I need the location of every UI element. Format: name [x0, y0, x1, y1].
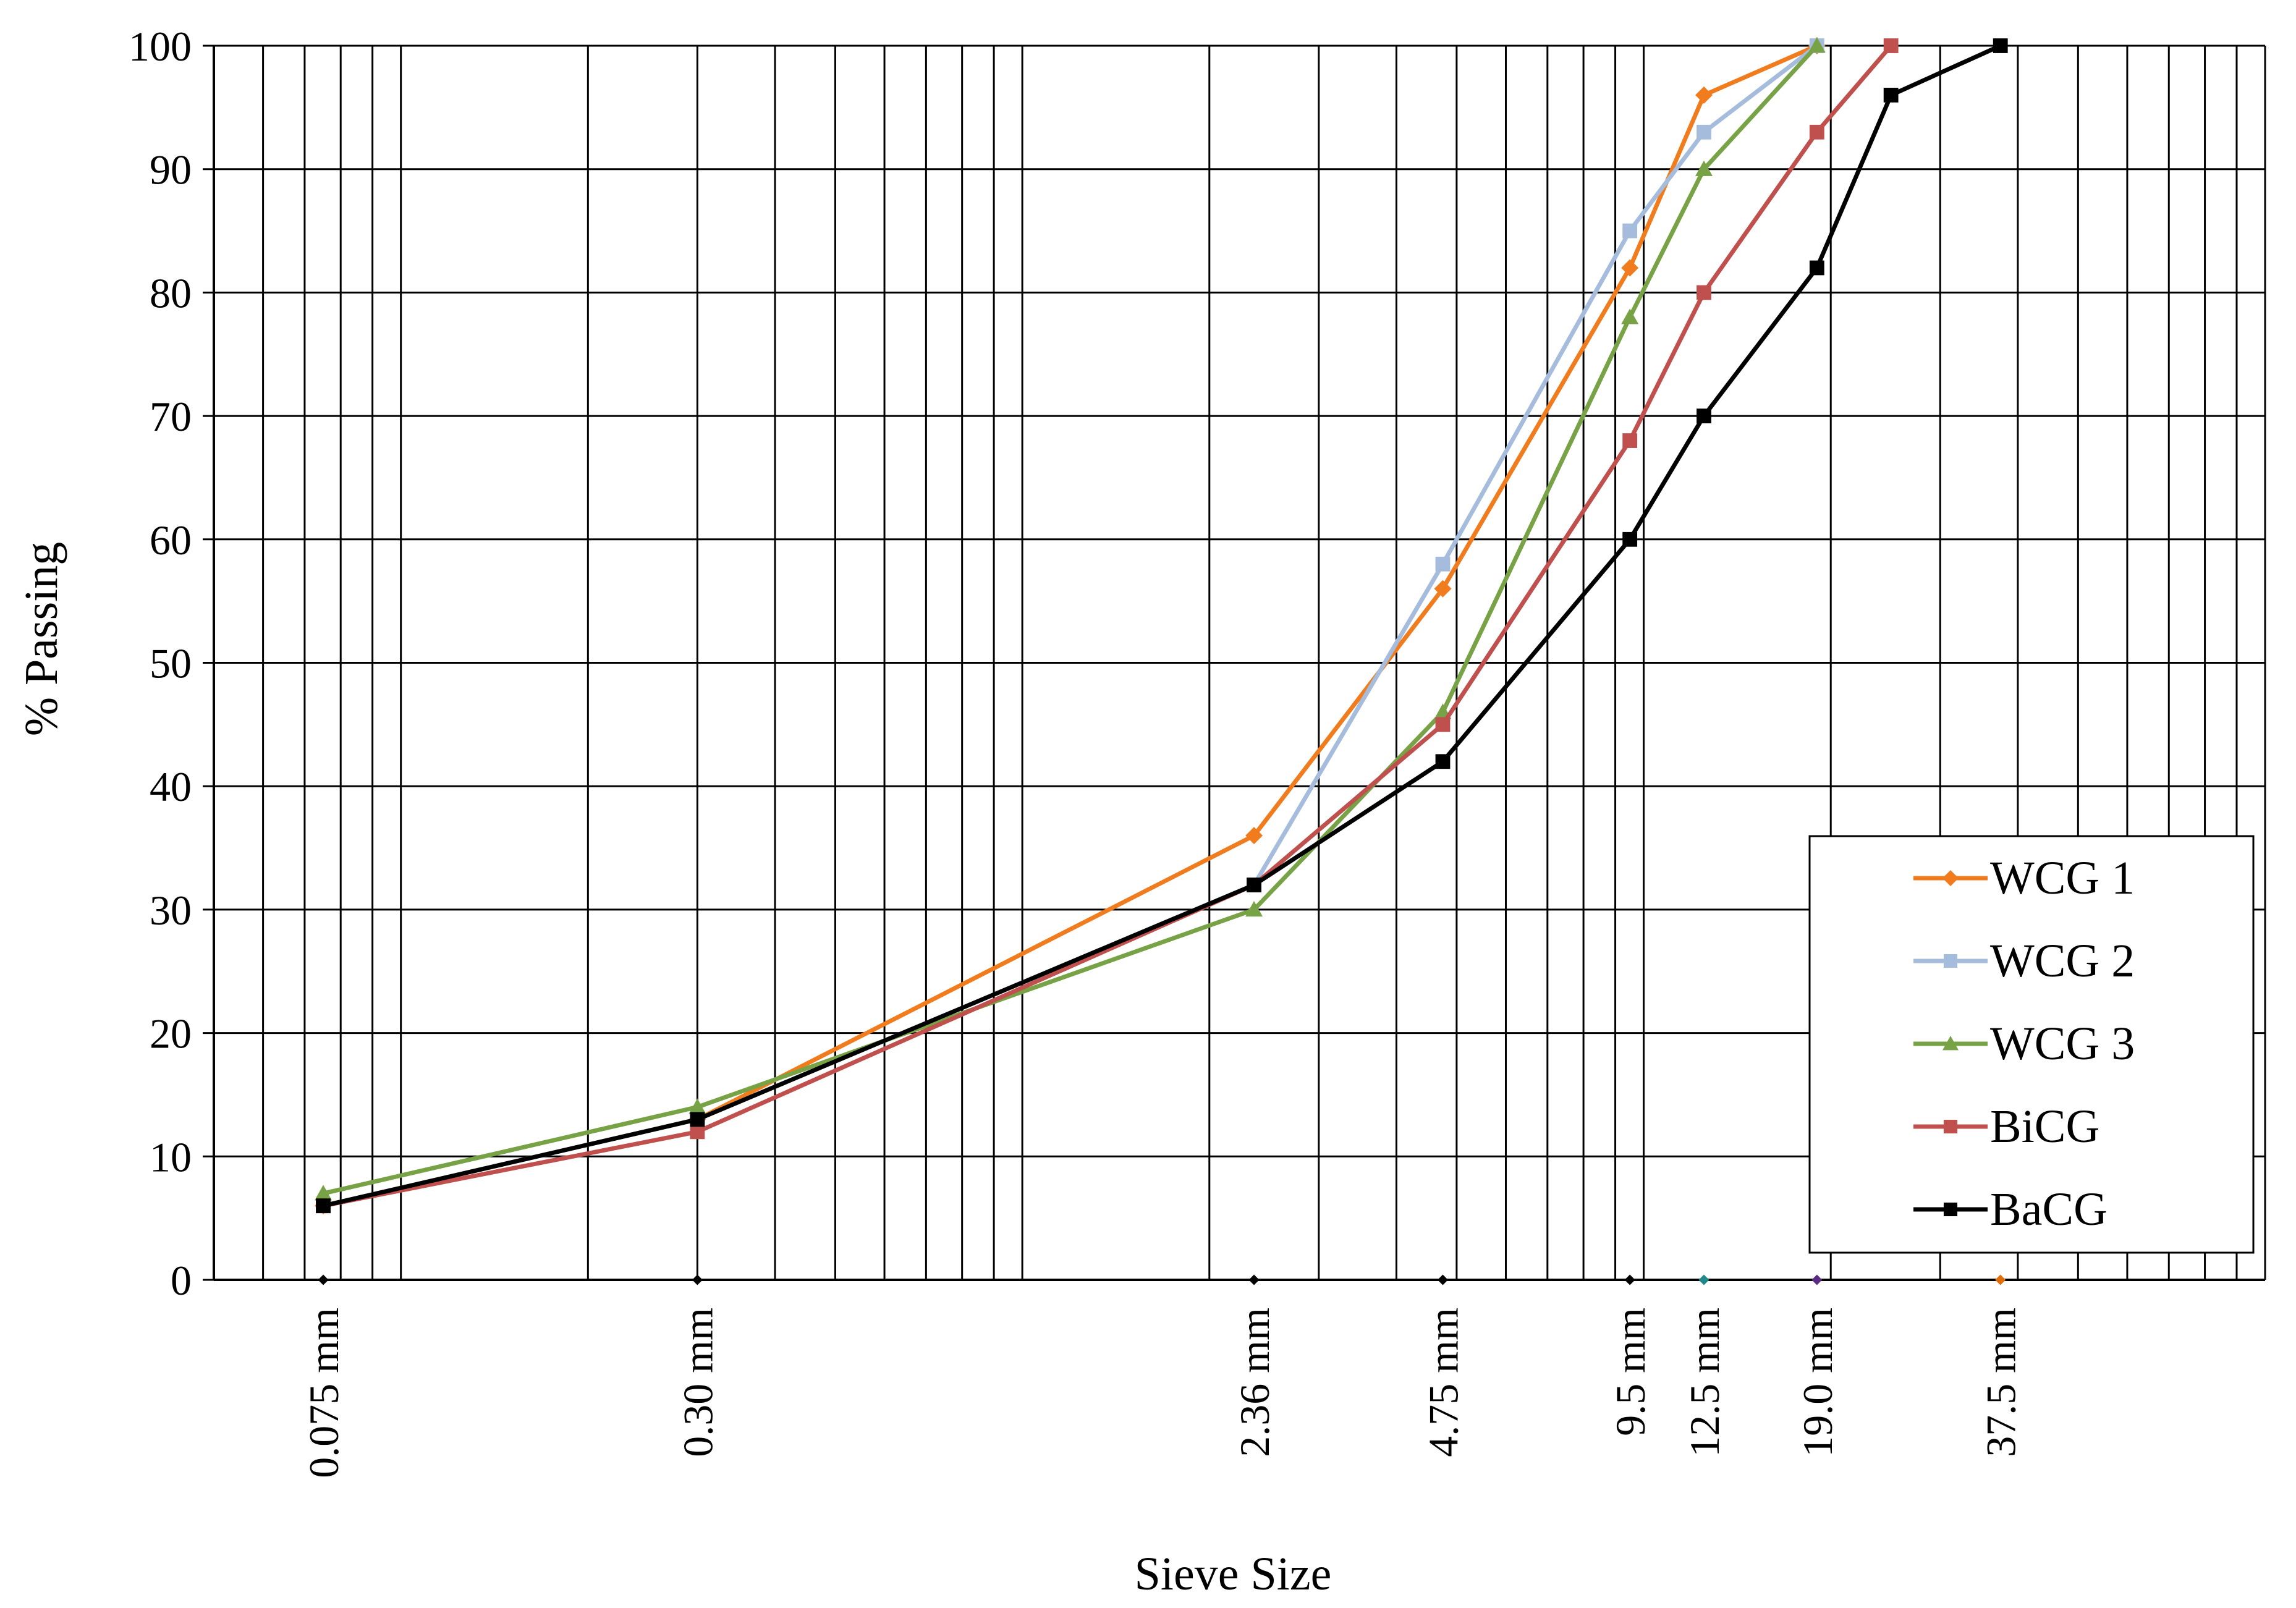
- data-point: [690, 1112, 705, 1127]
- data-point: [1697, 124, 1711, 140]
- y-tick-label: 20: [150, 1010, 192, 1057]
- y-tick-label: 80: [150, 269, 192, 316]
- data-point: [1435, 717, 1451, 732]
- data-point: [1942, 870, 1959, 886]
- data-point: [315, 1185, 333, 1201]
- legend-label: WCG 1: [1990, 852, 2135, 904]
- y-tick-label: 30: [150, 887, 192, 934]
- series-line: [323, 44, 1893, 1208]
- data-point: [1883, 38, 1899, 53]
- legend-item: WCG 1: [1913, 852, 2135, 904]
- x-axis-title: Sieve Size: [1135, 1548, 1332, 1600]
- data-point: [1695, 160, 1713, 176]
- x-tick-marker: [1995, 1274, 2006, 1285]
- series-wcg-3: [315, 37, 1826, 1201]
- y-axis-title: % Passing: [15, 542, 67, 737]
- legend-item: BiCG: [1913, 1101, 2099, 1153]
- series-lines: [315, 37, 2008, 1215]
- data-point: [1247, 878, 1261, 892]
- y-tick-label: 90: [150, 146, 192, 193]
- data-point: [1245, 827, 1263, 845]
- x-tick-label: 19.0 mm: [1794, 1308, 1841, 1457]
- legend-item: WCG 3: [1913, 1018, 2135, 1070]
- data-point: [1808, 37, 1826, 53]
- legend-box: [1808, 835, 2255, 1254]
- legend-label: BiCG: [1990, 1101, 2099, 1153]
- legend-label: BaCG: [1990, 1183, 2107, 1235]
- x-tick-marker: [692, 1274, 703, 1285]
- data-point: [1435, 754, 1451, 769]
- y-tick-label: 50: [150, 640, 192, 687]
- legend: WCG 1 WCG 2 WCG 3 BiCG BaCG: [1808, 835, 2255, 1254]
- y-tick-label: 40: [150, 763, 192, 810]
- y-tick-label: 10: [150, 1133, 192, 1180]
- legend-item: WCG 2: [1913, 935, 2135, 987]
- data-point: [1245, 900, 1263, 917]
- data-point: [1434, 580, 1452, 598]
- data-point: [1942, 1036, 1959, 1051]
- data-point: [1697, 285, 1711, 300]
- data-point: [1809, 260, 1824, 276]
- data-point: [688, 1098, 706, 1114]
- legend-item: BaCG: [1913, 1183, 2107, 1235]
- tick-labels: 0 10 20 30 40 50 60 70 80 90 100 0.075 mm 0.30 mm 2.3…: [129, 23, 2025, 1478]
- data-point: [1435, 556, 1451, 572]
- data-point: [1622, 223, 1638, 239]
- legend-label: WCG 2: [1990, 935, 2135, 987]
- data-point: [1993, 38, 2008, 53]
- data-point: [1883, 87, 1899, 103]
- x-tick-marker: [1698, 1274, 1709, 1285]
- axes: [203, 44, 2265, 1281]
- series-bacg: [316, 38, 2008, 1214]
- y-tick-label: 60: [150, 517, 192, 564]
- data-point: [1621, 259, 1639, 277]
- data-point: [1622, 433, 1638, 448]
- data-point: [1943, 1202, 1958, 1217]
- x-tick-label: 2.36 mm: [1231, 1308, 1278, 1457]
- x-tick-marker: [318, 1274, 329, 1285]
- x-tick-label: 37.5 mm: [1978, 1308, 2025, 1457]
- legend-label: WCG 3: [1990, 1018, 2135, 1070]
- x-tick-label: 9.5 mm: [1607, 1308, 1654, 1436]
- y-tick-label: 70: [150, 393, 192, 440]
- x-tick-marker: [1248, 1274, 1260, 1285]
- x-tick-label: 0.30 mm: [674, 1308, 721, 1457]
- data-point: [316, 1198, 331, 1214]
- data-point: [1943, 954, 1958, 968]
- x-tick-marker: [1438, 1274, 1448, 1285]
- y-tick-label: 100: [129, 23, 192, 70]
- x-tick-label: 0.075 mm: [300, 1308, 347, 1478]
- data-point: [1943, 1119, 1958, 1134]
- data-point: [1622, 531, 1638, 547]
- data-point: [1695, 86, 1713, 104]
- x-tick-marker: [1624, 1274, 1635, 1285]
- data-point: [1621, 308, 1639, 324]
- y-tick-label: 0: [171, 1257, 192, 1304]
- data-point: [690, 1124, 705, 1140]
- data-point: [1697, 408, 1711, 423]
- x-tick-marker: [1811, 1274, 1823, 1285]
- x-tick-label: 4.75 mm: [1420, 1308, 1467, 1457]
- x-tick-label: 12.5 mm: [1681, 1308, 1728, 1457]
- data-point: [1809, 124, 1824, 140]
